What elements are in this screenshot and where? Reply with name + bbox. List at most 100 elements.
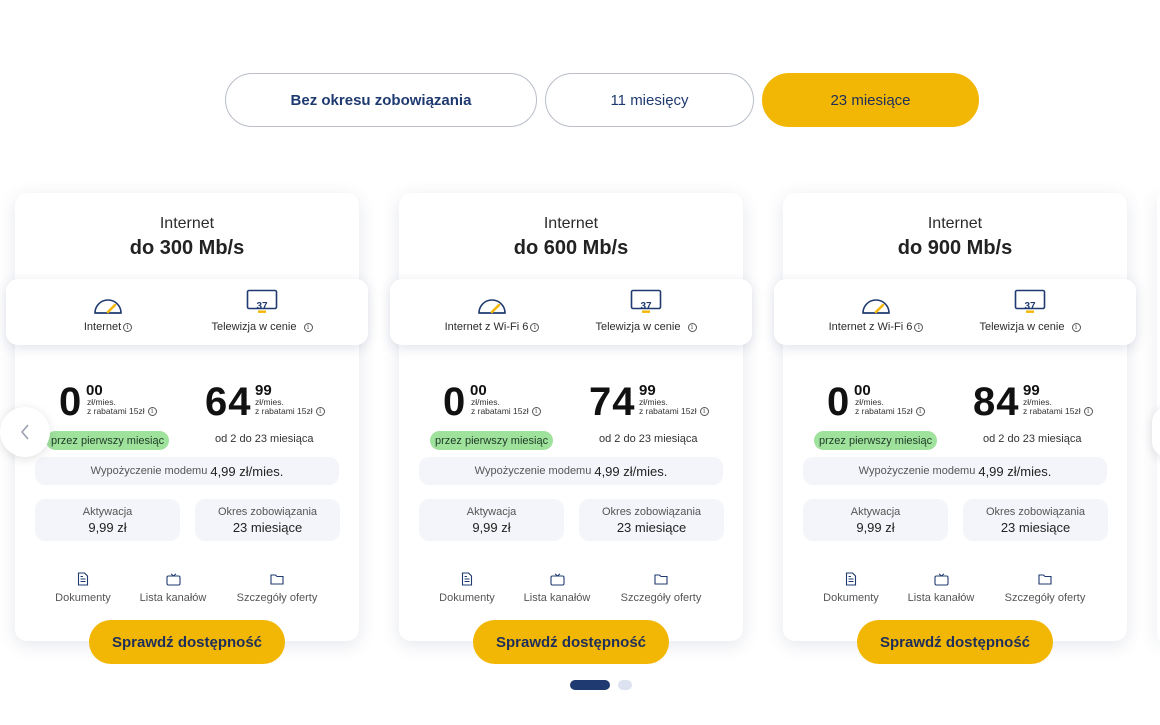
modem-rental: Wypożyczenie modemu 4,99 zł/mies.	[803, 457, 1107, 485]
info-icon[interactable]: i	[123, 322, 133, 332]
price-discount: z rabatami 15zł	[87, 406, 145, 416]
channel-count: 37	[256, 301, 268, 312]
info-icon[interactable]: i	[531, 406, 541, 416]
price-discount: z rabatami 15zł	[855, 406, 913, 416]
feature-tv[interactable]: 37 Telewizja w cenie i	[197, 279, 327, 345]
feature-tv[interactable]: 37 Telewizja w cenie i	[581, 279, 711, 345]
modem-label: Wypożyczenie modemu	[90, 465, 208, 477]
document-icon	[845, 572, 857, 586]
pagination-dot-1[interactable]	[570, 680, 610, 690]
offer-subtitle: Internet	[159, 215, 215, 232]
offer-card: Internet do 600 Mb/s Internet z Wi-Fi 6 i 37…	[390, 193, 752, 664]
info-icon[interactable]: i	[147, 406, 157, 416]
price-unit: zł/mies.	[639, 397, 668, 407]
price-unit: zł/mies.	[1023, 397, 1052, 407]
tab-23-months[interactable]: 23 miesiące	[762, 73, 979, 127]
commitment-box: Okres zobowiązania 23 miesiące	[579, 499, 724, 541]
link-label: Szczegóły oferty	[620, 592, 702, 604]
check-availability-button[interactable]: Sprawdź dostępność	[857, 620, 1053, 664]
info-icon[interactable]: i	[530, 322, 540, 332]
price-first-month: 0 00 zł/mies. z rabatami 15zł i	[827, 379, 947, 429]
tv-icon	[246, 289, 278, 313]
channel-list-link[interactable]: Lista kanałów	[133, 571, 213, 604]
channel-list-link[interactable]: Lista kanałów	[517, 571, 597, 604]
activation-box: Aktywacja 9,99 zł	[419, 499, 564, 541]
info-icon[interactable]: i	[914, 322, 924, 332]
check-availability-button[interactable]: Sprawdź dostępność	[473, 620, 669, 664]
link-label: Dokumenty	[439, 592, 495, 604]
info-icon[interactable]: i	[1071, 322, 1081, 332]
offer-details-link[interactable]: Szczegóły oferty	[237, 571, 317, 604]
feature-tv[interactable]: 37 Telewizja w cenie i	[965, 279, 1095, 345]
documents-link[interactable]: Dokumenty	[811, 571, 891, 604]
commitment-label: Okres zobowiązania	[217, 505, 318, 518]
regular-period-label: od 2 do 23 miesiąca	[215, 433, 314, 445]
price-integer: 64	[205, 380, 252, 424]
pagination-dot-2[interactable]	[618, 680, 632, 690]
price-discount: z rabatami 15zł	[1023, 406, 1081, 416]
price-unit: zł/mies.	[255, 397, 284, 407]
offer-title: do 300 Mb/s	[129, 237, 245, 259]
carousel-next-button[interactable]	[1152, 407, 1160, 457]
folder-icon	[270, 574, 284, 585]
tab-11-months[interactable]: 11 miesięcy	[545, 73, 754, 127]
price-unit: zł/mies.	[471, 397, 500, 407]
activation-value: 9,99 zł	[88, 519, 127, 535]
document-icon	[77, 572, 89, 586]
modem-value: 4,99 zł/mies.	[594, 463, 668, 479]
feature-label: Internet	[83, 321, 122, 333]
feature-label: Telewizja w cenie	[211, 321, 297, 333]
regular-period-label: od 2 do 23 miesiąca	[599, 433, 698, 445]
price-discount: z rabatami 15zł	[639, 406, 697, 416]
offer-card: Internet do 900 Mb/s Internet z Wi-Fi 6 i 37…	[774, 193, 1136, 664]
offer-card: Internet do 300 Mb/s Internet i 37 Telewizja …	[6, 193, 368, 664]
price-integer: 0	[827, 380, 851, 424]
offer-title: do 900 Mb/s	[897, 237, 1013, 259]
first-month-badge: przez pierwszy miesiąc	[430, 431, 554, 450]
info-icon[interactable]: i	[303, 322, 313, 332]
channel-count: 37	[640, 301, 652, 312]
folder-icon	[654, 574, 668, 585]
modem-rental: Wypożyczenie modemu 4,99 zł/mies.	[419, 457, 723, 485]
feature-label: Internet z Wi-Fi 6	[828, 321, 913, 333]
feature-internet[interactable]: Internet i	[48, 279, 168, 345]
tv-list-icon	[549, 572, 565, 586]
info-icon[interactable]: i	[699, 406, 709, 416]
feature-label: Internet z Wi-Fi 6	[444, 321, 529, 333]
info-icon[interactable]: i	[1083, 406, 1093, 416]
check-availability-button[interactable]: Sprawdź dostępność	[89, 620, 285, 664]
offer-details-link[interactable]: Szczegóły oferty	[1005, 571, 1085, 604]
commitment-tabs: Bez okresu zobowiązania 11 miesięcy 23 m…	[0, 73, 1160, 127]
carousel-pagination	[570, 680, 632, 690]
price-integer: 0	[443, 380, 467, 424]
carousel-prev-button[interactable]	[0, 407, 50, 457]
tv-list-icon	[165, 572, 181, 586]
activation-box: Aktywacja 9,99 zł	[35, 499, 180, 541]
price-regular: 74 99 zł/mies. z rabatami 15zł i	[589, 379, 729, 429]
documents-link[interactable]: Dokumenty	[43, 571, 123, 604]
offer-details-link[interactable]: Szczegóły oferty	[621, 571, 701, 604]
link-label: Dokumenty	[55, 592, 111, 604]
activation-value: 9,99 zł	[856, 519, 895, 535]
chevron-left-icon	[20, 424, 29, 440]
info-icon[interactable]: i	[915, 406, 925, 416]
speedometer-icon	[94, 299, 122, 314]
price-regular: 64 99 zł/mies. z rabatami 15zł i	[205, 379, 345, 429]
commitment-value: 23 miesiące	[616, 519, 687, 535]
link-label: Lista kanałów	[139, 592, 207, 604]
channel-list-link[interactable]: Lista kanałów	[901, 571, 981, 604]
price-unit: zł/mies.	[855, 397, 884, 407]
info-icon[interactable]: i	[687, 322, 697, 332]
features-panel: Internet i 37 Telewizja w cenie i	[6, 279, 368, 345]
feature-label: Telewizja w cenie	[979, 321, 1065, 333]
modem-label: Wypożyczenie modemu	[858, 465, 976, 477]
price-first-month: 0 00 zł/mies. z rabatami 15zł i	[443, 379, 563, 429]
commitment-label: Okres zobowiązania	[601, 505, 702, 518]
documents-link[interactable]: Dokumenty	[427, 571, 507, 604]
info-icon[interactable]: i	[315, 406, 325, 416]
price-decimal: 00	[470, 382, 487, 399]
tv-icon	[1014, 289, 1046, 313]
tab-no-commitment[interactable]: Bez okresu zobowiązania	[225, 73, 537, 127]
